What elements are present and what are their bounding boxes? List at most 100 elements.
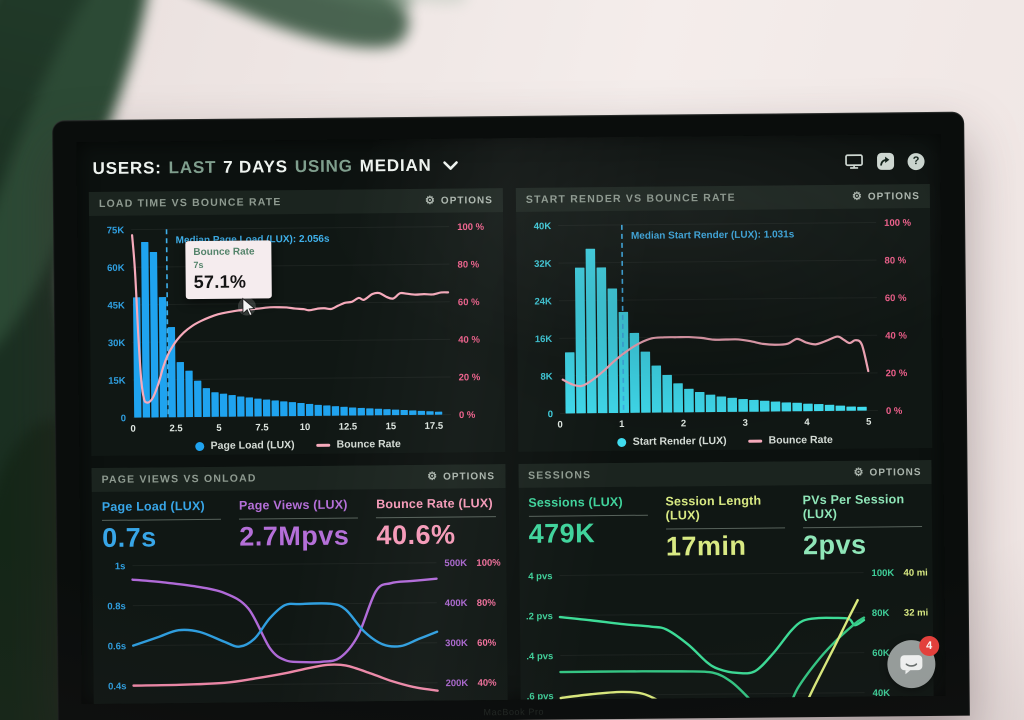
options-button[interactable]: ⚙ OPTIONS xyxy=(853,466,922,479)
panel-load-time-vs-bounce-rate: LOAD TIME VS BOUNCE RATE ⚙ OPTIONS 75K 60K… xyxy=(88,188,506,457)
svg-text:Median Start Render (LUX): 1.0: Median Start Render (LUX): 1.031s xyxy=(631,229,795,242)
legend-item[interactable]: Bounce Rate xyxy=(316,438,401,451)
svg-text:200K: 200K xyxy=(445,678,468,689)
svg-text:0 %: 0 % xyxy=(886,406,903,417)
svg-text:30K: 30K xyxy=(108,338,126,349)
metric-bounce-rate: Bounce Rate (LUX) 40.6% xyxy=(376,496,496,550)
tooltip-value: 57.1% xyxy=(193,271,247,292)
svg-text:100%: 100% xyxy=(476,558,501,569)
metrics-row: Page Load (LUX) 0.7s Page Views (LUX) 2.… xyxy=(92,488,506,553)
chat-bubble-icon xyxy=(900,655,923,675)
svg-text:0: 0 xyxy=(548,409,553,420)
laptop-brand-label: MacBook Pro xyxy=(483,706,545,718)
tooltip-subtitle: 7s xyxy=(193,259,204,270)
svg-text:4 pvs: 4 pvs xyxy=(528,571,552,582)
svg-text:40%: 40% xyxy=(477,678,497,689)
svg-text:32K: 32K xyxy=(534,259,552,270)
svg-text:60K: 60K xyxy=(872,648,890,659)
svg-text:100K: 100K xyxy=(871,568,894,579)
panel-title: PAGE VIEWS VS ONLOAD xyxy=(101,472,257,486)
svg-text:500K: 500K xyxy=(444,558,467,569)
metric-page-views: Page Views (LUX) 2.7Mpvs xyxy=(239,497,359,552)
svg-text:2: 2 xyxy=(681,418,686,429)
svg-text:7.5: 7.5 xyxy=(255,422,269,433)
svg-text:300K: 300K xyxy=(445,638,468,649)
svg-text:2.4 pvs: 2.4 pvs xyxy=(525,651,553,662)
chat-widget-button[interactable]: 4 xyxy=(887,635,940,689)
svg-text:20 %: 20 % xyxy=(886,368,908,379)
svg-text:24K: 24K xyxy=(534,296,552,307)
gear-icon: ⚙ xyxy=(851,190,863,203)
panel-title: LOAD TIME VS BOUNCE RATE xyxy=(98,196,282,210)
svg-text:4: 4 xyxy=(804,417,810,428)
svg-text:1.6 pvs: 1.6 pvs xyxy=(525,691,553,700)
mouse-cursor-icon xyxy=(237,296,260,325)
title-users: USERS: xyxy=(92,158,162,179)
svg-text:20 %: 20 % xyxy=(459,372,481,383)
svg-text:400K: 400K xyxy=(445,598,468,609)
panel-start-render-vs-bounce-rate: START RENDER VS BOUNCE RATE ⚙ OPTIONS 40K… xyxy=(515,183,933,452)
load-time-chart: 75K 60K 45K 30K 15K 0 100 % 80 % 60 % 40 % 20 % 0 %… xyxy=(107,222,485,435)
svg-text:15K: 15K xyxy=(108,376,126,387)
svg-text:0: 0 xyxy=(130,424,135,435)
svg-text:0.6s: 0.6s xyxy=(108,641,127,652)
share-icon[interactable] xyxy=(876,152,895,170)
svg-text:40 %: 40 % xyxy=(885,330,907,341)
legend-item[interactable]: Bounce Rate xyxy=(748,434,833,447)
svg-text:10: 10 xyxy=(300,422,311,433)
sessions-chart: 4 pvs 3.2 pvs 2.4 pvs 1.6 pvs 100K 40 min 80K 3… xyxy=(525,567,929,700)
panel-body: 4 pvs 3.2 pvs 2.4 pvs 1.6 pvs 100K 40 min 80K 3… xyxy=(519,558,934,700)
options-button[interactable]: ⚙ OPTIONS xyxy=(424,194,493,207)
panel-sessions: SESSIONS ⚙ OPTIONS Sessions (LUX) 479K Se… xyxy=(517,459,934,700)
svg-text:40K: 40K xyxy=(872,688,890,699)
svg-text:15: 15 xyxy=(386,421,397,432)
laptop: USERS: LAST 7 DAYS USING MEDIAN xyxy=(52,111,970,720)
legend-item[interactable]: Start Render (LUX) xyxy=(617,435,727,448)
metric-session-length: Session Length (LUX) 17min xyxy=(665,493,785,562)
svg-text:75K: 75K xyxy=(107,225,125,236)
legend-dot xyxy=(617,437,627,447)
title-using: USING xyxy=(294,156,353,177)
metric-sessions: Sessions (LUX) 479K xyxy=(528,495,648,562)
panel-body: 75K 60K 45K 30K 15K 0 100 % 80 % 60 % 40 % 20 % 0 %… xyxy=(89,212,505,455)
options-button[interactable]: ⚙ OPTIONS xyxy=(427,470,496,483)
svg-text:0: 0 xyxy=(121,413,126,424)
topbar-icons: ? xyxy=(844,152,925,171)
gear-icon: ⚙ xyxy=(424,194,436,207)
chart-tooltip: Bounce Rate 7s 57.1% xyxy=(185,240,272,299)
svg-text:80%: 80% xyxy=(477,598,497,609)
svg-text:100 %: 100 % xyxy=(457,222,485,233)
svg-text:3: 3 xyxy=(743,418,748,429)
svg-text:40 min: 40 min xyxy=(903,567,929,578)
panel-title: SESSIONS xyxy=(527,469,592,482)
chevron-down-icon[interactable] xyxy=(443,160,459,170)
help-icon[interactable]: ? xyxy=(907,152,925,170)
svg-text:60 %: 60 % xyxy=(458,297,480,308)
svg-text:2.5: 2.5 xyxy=(169,423,183,434)
panel-title: START RENDER VS BOUNCE RATE xyxy=(525,191,736,206)
panel-body: 40K 32K 24K 16K 8K 0 100 % 80 % 60 % 40 % 20 % 0 % 0… xyxy=(516,208,932,451)
title-last: LAST xyxy=(168,157,217,178)
svg-text:16K: 16K xyxy=(535,334,553,345)
dashboard-title[interactable]: USERS: LAST 7 DAYS USING MEDIAN xyxy=(92,155,458,179)
svg-text:40 %: 40 % xyxy=(458,335,480,346)
title-7days: 7 DAYS xyxy=(223,157,288,177)
svg-text:0 %: 0 % xyxy=(459,410,476,421)
title-median: MEDIAN xyxy=(359,155,432,176)
svg-text:45K: 45K xyxy=(107,300,125,311)
legend-dot xyxy=(195,441,205,451)
options-button[interactable]: ⚙ OPTIONS xyxy=(851,190,920,203)
svg-text:0.4s: 0.4s xyxy=(108,681,127,692)
legend-item[interactable]: Page Load (LUX) xyxy=(195,439,295,452)
display-icon[interactable] xyxy=(844,154,863,170)
svg-text:5: 5 xyxy=(866,417,872,428)
svg-text:5: 5 xyxy=(216,423,222,434)
page-views-onload-chart: 1s 0.8s 0.6s 0.4s 500K 100% 400K 80% 300K 60% 200K… xyxy=(107,558,501,693)
svg-text:100 %: 100 % xyxy=(884,218,912,229)
legend-line xyxy=(316,443,331,447)
chat-badge: 4 xyxy=(919,635,940,657)
legend-line xyxy=(748,439,763,443)
svg-text:0: 0 xyxy=(557,420,562,431)
svg-text:60 %: 60 % xyxy=(885,293,907,304)
